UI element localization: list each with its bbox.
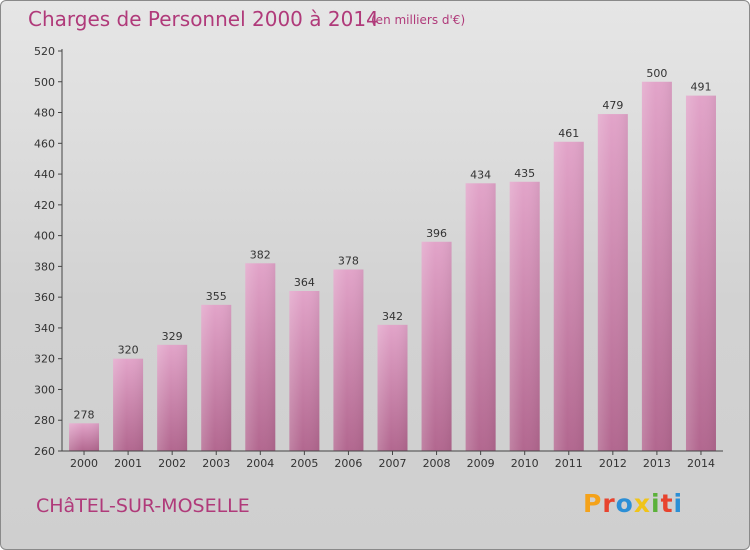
commune-name: CHâTEL-SUR-MOSELLE [36,495,250,517]
y-tick-label-520: 520 [34,45,55,58]
bar-shine-2011 [553,141,584,451]
x-tick-label-2012: 2012 [599,457,627,470]
x-tick-label-2005: 2005 [290,457,318,470]
data-label-2002: 329 [162,330,183,343]
logo-letter: t [660,489,674,518]
bar-shine-2012 [597,114,628,452]
x-tick-label-2000: 2000 [70,457,98,470]
data-label-2008: 396 [426,227,447,240]
bar-shine-2005 [289,291,320,451]
chart-title: Charges de Personnel 2000 à 2014 [28,7,379,31]
x-tick-label-2008: 2008 [423,457,451,470]
logo-letter: o [615,489,634,518]
data-label-2009: 434 [470,168,491,181]
logo-letter: r [602,489,616,518]
x-tick-label-2004: 2004 [246,457,274,470]
bar-shine-2006 [333,269,364,451]
logo-letter: i [651,489,661,518]
y-tick-label-440: 440 [34,168,55,181]
bar-shine-2004 [245,263,276,451]
data-label-2003: 355 [206,290,227,303]
data-label-2011: 461 [558,127,579,140]
bar-shine-2002 [157,344,188,451]
y-tick-label-340: 340 [34,322,55,335]
y-tick-label-420: 420 [34,199,55,212]
y-tick-label-300: 300 [34,383,55,396]
x-tick-label-2014: 2014 [687,457,715,470]
bar-shine-2009 [465,183,496,452]
data-label-2005: 364 [294,276,315,289]
logo-letter: x [633,489,651,518]
x-tick-label-2003: 2003 [202,457,230,470]
y-tick-label-360: 360 [34,291,55,304]
proxiti-logo: Proxiti [583,489,683,518]
y-tick-label-500: 500 [34,76,55,89]
bar-shine-2010 [509,181,540,451]
x-tick-label-2010: 2010 [511,457,539,470]
y-tick-label-380: 380 [34,260,55,273]
data-label-2000: 278 [74,408,95,421]
data-label-2010: 435 [514,167,535,180]
bar-shine-2003 [201,304,232,451]
logo-letter: P [583,489,603,518]
data-label-2014: 491 [690,81,711,94]
bar-shine-2013 [641,81,672,452]
data-label-2006: 378 [338,254,359,267]
y-tick-label-480: 480 [34,107,55,120]
data-label-2004: 382 [250,248,271,261]
y-tick-label-280: 280 [34,414,55,427]
x-tick-label-2013: 2013 [643,457,671,470]
x-tick-label-2011: 2011 [555,457,583,470]
data-label-2013: 500 [646,67,667,80]
logo-letter: i [673,489,684,518]
bar-shine-2001 [113,358,144,451]
x-tick-label-2007: 2007 [379,457,407,470]
data-label-2012: 479 [602,99,623,112]
bar-shine-2014 [685,95,716,451]
y-tick-label-400: 400 [34,230,55,243]
x-tick-label-2001: 2001 [114,457,142,470]
bar-shine-2007 [377,324,408,451]
y-tick-label-260: 260 [34,445,55,458]
data-label-2001: 320 [118,344,139,357]
y-tick-label-460: 460 [34,137,55,150]
bar-shine-2008 [421,241,452,451]
y-tick-label-320: 320 [34,353,55,366]
x-tick-label-2002: 2002 [158,457,186,470]
x-tick-label-2006: 2006 [334,457,362,470]
bar-shine-2000 [69,423,100,451]
chart-subtitle: (en milliers d'€) [371,13,466,27]
data-label-2007: 342 [382,310,403,323]
x-tick-label-2009: 2009 [467,457,495,470]
